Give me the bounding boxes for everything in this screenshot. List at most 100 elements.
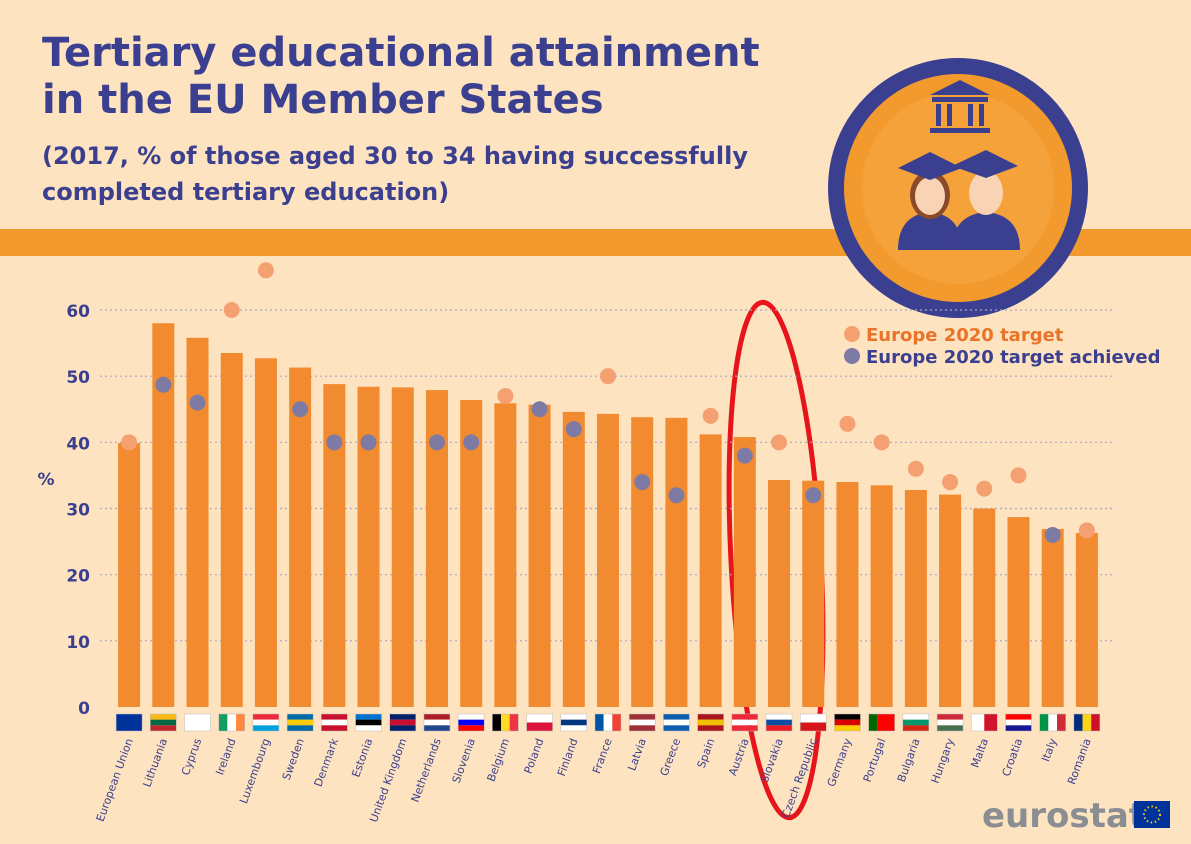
flag-border <box>115 713 143 732</box>
legend-marker <box>844 348 860 364</box>
target-dot <box>668 487 685 504</box>
flag <box>937 719 964 726</box>
flag <box>663 719 690 726</box>
bar <box>699 434 722 707</box>
target-dot <box>736 447 753 464</box>
flag-border <box>731 713 759 732</box>
flag <box>800 722 827 731</box>
flag <box>458 725 485 731</box>
flag-border <box>628 713 656 732</box>
flag <box>423 719 450 726</box>
target-dot <box>292 401 309 418</box>
flag <box>800 714 827 723</box>
flag <box>509 714 519 731</box>
flag <box>252 725 279 731</box>
flag <box>766 719 793 726</box>
flag <box>834 719 861 726</box>
y-tick-label: 40 <box>66 434 90 454</box>
bar <box>391 387 414 707</box>
flag <box>877 714 886 731</box>
flag <box>629 714 656 720</box>
bar <box>1041 529 1064 707</box>
target-dot <box>1044 526 1061 543</box>
flag-border <box>663 713 690 732</box>
target-dot <box>1010 467 1027 484</box>
target-dot <box>428 434 445 451</box>
flag <box>458 719 485 726</box>
flag-border <box>560 713 588 732</box>
logo-text: eurostat <box>982 796 1145 836</box>
flag <box>287 714 314 720</box>
flag <box>1005 725 1032 731</box>
flag-border <box>252 713 280 732</box>
flag <box>458 714 485 720</box>
legend-marker <box>844 326 860 342</box>
flag-border <box>902 713 930 732</box>
flag <box>1005 719 1032 726</box>
flag-border <box>321 713 348 732</box>
flag-border <box>868 713 895 732</box>
flag <box>355 714 382 720</box>
legend-label: Europe 2020 target <box>866 325 1064 346</box>
y-tick-label: 10 <box>66 633 90 653</box>
flag <box>697 714 724 720</box>
flag <box>629 725 656 731</box>
target-dot <box>155 376 172 393</box>
flag <box>902 725 929 731</box>
flag-border <box>1005 713 1032 732</box>
flag <box>116 714 143 731</box>
flag <box>731 719 758 726</box>
flag <box>834 714 861 720</box>
bar <box>289 367 312 707</box>
flag-border <box>492 713 519 732</box>
flag <box>902 714 929 720</box>
flag <box>150 725 177 731</box>
target-dot <box>634 474 651 491</box>
flag <box>868 714 878 731</box>
bar <box>768 480 791 707</box>
flag <box>218 714 228 731</box>
bar <box>118 442 141 707</box>
target-dot <box>223 302 240 318</box>
bar <box>802 480 825 707</box>
y-tick-label: 30 <box>66 501 90 521</box>
bar <box>665 417 688 707</box>
bar <box>733 437 756 707</box>
flag-border <box>526 713 553 732</box>
legend-label: Europe 2020 target achieved <box>866 347 1161 368</box>
flag <box>1057 714 1066 731</box>
target-dot <box>600 368 616 385</box>
flag <box>663 714 690 720</box>
y-axis-label: % <box>37 470 54 490</box>
bar <box>186 337 209 707</box>
flag <box>492 714 502 731</box>
flag <box>526 714 553 723</box>
flag <box>423 725 450 731</box>
flag <box>629 719 656 726</box>
target-dot <box>942 474 959 491</box>
target-dot <box>771 434 788 451</box>
target-dot <box>873 434 890 451</box>
target-dot <box>565 421 582 438</box>
flag <box>560 714 587 720</box>
flag <box>1005 714 1032 720</box>
target-dot <box>531 401 548 418</box>
bar <box>562 411 585 707</box>
flag <box>663 725 690 731</box>
flag <box>252 714 279 720</box>
flag <box>150 719 177 726</box>
flag-border <box>765 713 793 732</box>
flag <box>731 725 758 731</box>
bar <box>528 404 551 707</box>
flag <box>236 714 245 731</box>
flag <box>389 714 416 720</box>
flag <box>902 719 929 726</box>
flag-border <box>457 713 485 732</box>
chart-subtitle: completed tertiary education) <box>42 178 449 206</box>
flag-border <box>834 713 861 732</box>
flag <box>423 714 450 720</box>
flag <box>560 725 587 731</box>
target-dot <box>121 434 138 451</box>
flag <box>766 714 793 720</box>
